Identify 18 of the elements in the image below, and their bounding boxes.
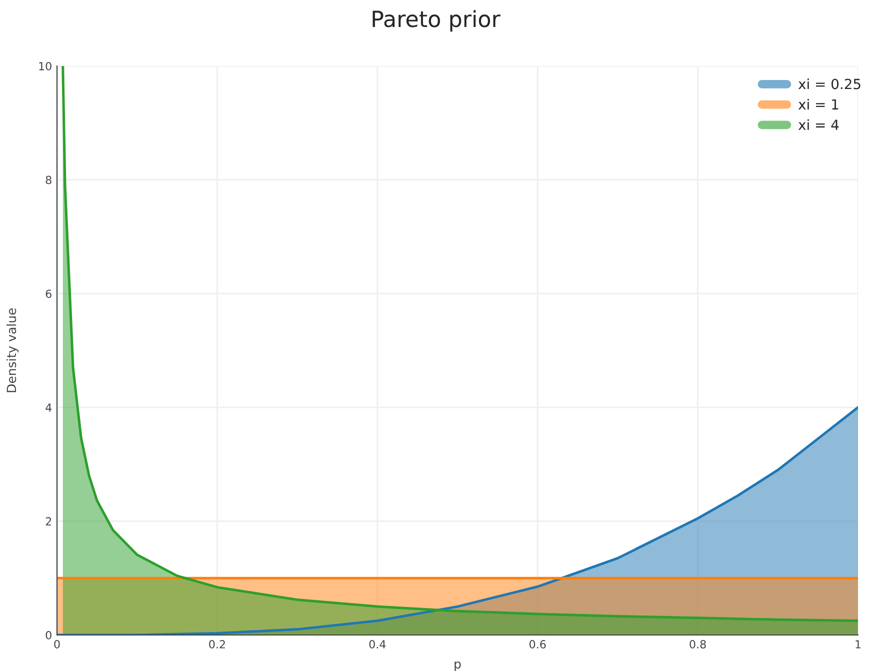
x-tick-label: 0.2 <box>209 640 225 648</box>
x-tick-label: 0.4 <box>369 640 386 648</box>
legend-label: xi = 4 <box>798 119 839 130</box>
legend-label: xi = 1 <box>798 98 838 110</box>
x-tick-label: 0.8 <box>690 640 706 648</box>
y-tick-label: 8 <box>46 176 52 184</box>
x-tick-label: 1 <box>856 640 861 648</box>
x-axis-title: p <box>454 661 461 672</box>
y-tick-label: 6 <box>46 290 52 298</box>
y-axis-title: Density value <box>6 308 19 392</box>
y-tick-label: 0 <box>46 630 52 640</box>
x-tick-label: 0.6 <box>530 640 546 648</box>
y-tick-label: 4 <box>46 404 52 412</box>
y-tick-label: 10 <box>39 62 52 70</box>
y-tick-label: 2 <box>46 517 52 526</box>
x-tick-label: 0 <box>54 640 60 648</box>
legend-label: xi = 0.25 <box>798 78 860 90</box>
chart-title: Pareto prior <box>372 10 500 32</box>
